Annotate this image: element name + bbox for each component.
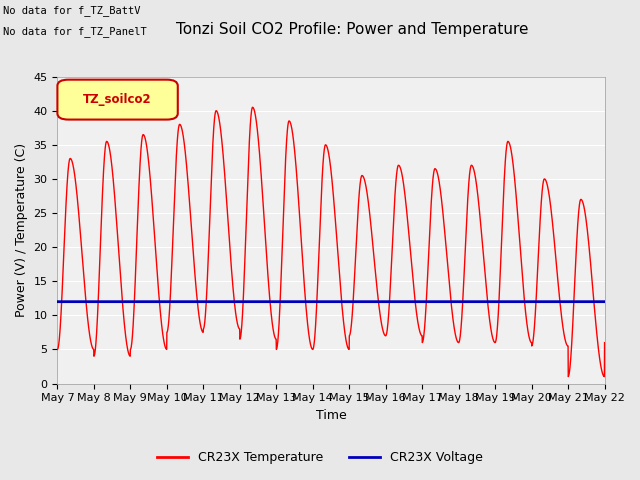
FancyBboxPatch shape xyxy=(58,80,178,120)
Y-axis label: Power (V) / Temperature (C): Power (V) / Temperature (C) xyxy=(15,143,28,317)
Text: No data for f_TZ_BattV: No data for f_TZ_BattV xyxy=(3,5,141,16)
Legend: CR23X Temperature, CR23X Voltage: CR23X Temperature, CR23X Voltage xyxy=(152,446,488,469)
Text: No data for f_TZ_PanelT: No data for f_TZ_PanelT xyxy=(3,26,147,37)
Text: Tonzi Soil CO2 Profile: Power and Temperature: Tonzi Soil CO2 Profile: Power and Temper… xyxy=(176,22,528,36)
X-axis label: Time: Time xyxy=(316,409,346,422)
Text: TZ_soilco2: TZ_soilco2 xyxy=(83,93,152,106)
